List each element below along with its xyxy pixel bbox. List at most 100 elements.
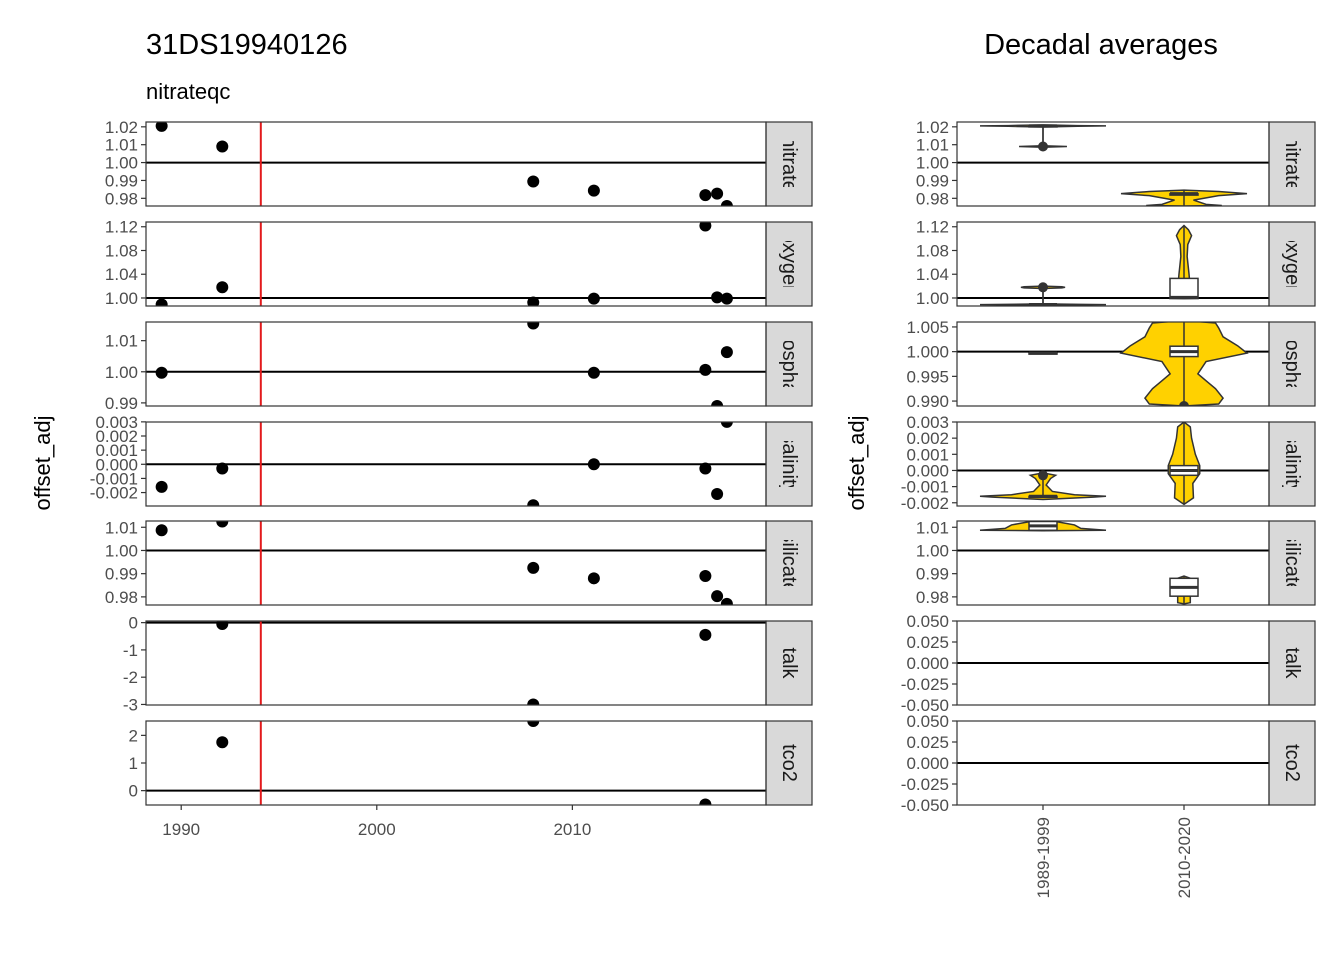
violin-group-2010-2020 xyxy=(1119,322,1249,406)
facet-strip-label-talk: talk xyxy=(1281,647,1303,679)
facet-strip-silicate xyxy=(1268,520,1316,606)
panel-border xyxy=(956,520,1270,606)
data-point xyxy=(216,281,229,294)
data-point xyxy=(587,366,600,379)
y-tick-label-oxygen: 1.04 xyxy=(916,265,949,284)
y-tick-label-tco2: 0 xyxy=(129,782,138,801)
facet-strip-label-nitrate: nitrate xyxy=(778,136,800,192)
right-title: Decadal averages xyxy=(984,29,1218,61)
scatter-facets: 0.980.991.001.011.02nitrate1.001.041.081… xyxy=(90,118,813,839)
y-tick-label-nitrate: 1.00 xyxy=(916,154,949,173)
y-tick-label-talk: 0.025 xyxy=(906,633,949,652)
violin-group-2010-2020 xyxy=(1169,575,1199,605)
facet-strip-label-nitrate: nitrate xyxy=(1281,136,1303,192)
y-tick-label-silicate: 0.98 xyxy=(916,588,949,607)
x-tick-label: 1990 xyxy=(162,820,200,839)
right-y-axis-title: offset_adj xyxy=(844,415,869,510)
data-point xyxy=(699,363,712,376)
panel-plot-area xyxy=(957,124,1269,206)
y-tick-label-silicate: 1.01 xyxy=(105,518,138,537)
data-point xyxy=(720,597,733,605)
data-point xyxy=(216,462,229,475)
y-tick-label-salinity: 0.003 xyxy=(906,413,949,432)
facet-strip-label-phosphate: phosphate xyxy=(778,317,800,410)
violin-group-2010-2020 xyxy=(1167,422,1201,506)
y-tick-label-oxygen: 1.08 xyxy=(105,241,138,260)
y-tick-label-oxygen: 1.00 xyxy=(916,289,949,308)
y-tick-label-nitrate: 0.98 xyxy=(105,189,138,208)
y-tick-label-phosphate: 1.00 xyxy=(105,363,138,382)
facet-strip-salinity xyxy=(765,421,813,507)
left-title: 31DS19940126 xyxy=(146,29,348,61)
panel-plot-area xyxy=(957,322,1269,406)
y-tick-label-salinity: -0.001 xyxy=(901,478,949,497)
facet-strip-salinity xyxy=(1268,421,1316,507)
y-tick-label-oxygen: 1.12 xyxy=(105,218,138,237)
data-point xyxy=(711,590,724,603)
box-outlier xyxy=(1179,401,1189,406)
scatter-facet-nitrate: 0.980.991.001.011.02 nitrate xyxy=(105,118,813,208)
y-tick-label-nitrate: 1.02 xyxy=(105,118,138,137)
scatter-facet-tco2: 0 1 2 tco2 xyxy=(129,720,813,806)
panel-plot-area xyxy=(146,422,766,506)
y-tick-label-tco2: 0.000 xyxy=(906,754,949,773)
data-point xyxy=(216,521,229,528)
y-tick-label-tco2: -0.050 xyxy=(901,796,949,815)
facet-strip-tco2 xyxy=(765,720,813,806)
violin-group-1989-1999 xyxy=(979,282,1107,306)
y-tick-label-talk: -3 xyxy=(123,695,138,714)
y-tick-label-salinity: -0.002 xyxy=(901,494,949,513)
violin-facets: 0.980.991.001.011.02nitrate1.001.041.081… xyxy=(901,118,1316,898)
data-point xyxy=(527,322,540,330)
panel-plot-area xyxy=(146,521,766,605)
facet-strip-oxygen xyxy=(1268,221,1316,307)
y-tick-label-talk: 0.000 xyxy=(906,654,949,673)
panel-border xyxy=(956,720,1270,806)
data-point xyxy=(527,499,540,506)
violin-group-1989-1999 xyxy=(979,470,1107,501)
data-point xyxy=(720,292,733,305)
scatter-facet-talk: -3 -2 -1 0 talk xyxy=(123,614,813,714)
y-tick-label-nitrate: 0.98 xyxy=(916,189,949,208)
panel-border xyxy=(956,620,1270,706)
data-point xyxy=(216,736,229,749)
data-point xyxy=(711,487,724,500)
data-point xyxy=(587,184,600,197)
y-tick-label-silicate: 1.01 xyxy=(916,518,949,537)
y-tick-label-nitrate: 1.01 xyxy=(105,136,138,155)
box-body xyxy=(1169,277,1199,300)
facet-strip-talk xyxy=(765,620,813,706)
panel-border xyxy=(145,720,767,806)
panel-plot-area xyxy=(146,621,766,705)
violin-group-2010-2020 xyxy=(1169,224,1199,300)
y-tick-label-tco2: -0.025 xyxy=(901,775,949,794)
y-tick-label-salinity: 0.001 xyxy=(906,445,949,464)
y-tick-label-nitrate: 1.01 xyxy=(916,136,949,155)
data-point xyxy=(155,366,168,379)
y-tick-label-oxygen: 1.04 xyxy=(105,265,138,284)
panel-border xyxy=(145,321,767,407)
data-point xyxy=(699,569,712,582)
facet-strip-label-oxygen: oxygen xyxy=(1281,232,1303,297)
y-tick-label-oxygen: 1.12 xyxy=(916,218,949,237)
facet-strip-label-silicate: silicate xyxy=(1281,532,1303,593)
y-tick-label-salinity: 0.000 xyxy=(95,455,138,474)
panel-plot-area xyxy=(146,721,766,805)
data-point xyxy=(587,458,600,471)
violin-facet-silicate: 0.98 0.99 1.00 1.01 silicate xyxy=(916,518,1316,607)
y-tick-label-nitrate: 1.02 xyxy=(916,118,949,137)
data-point xyxy=(711,291,724,304)
panel-plot-area xyxy=(146,322,766,406)
y-tick-label-tco2: 1 xyxy=(129,754,138,773)
facet-strip-phosphate xyxy=(1268,321,1316,407)
y-tick-label-silicate: 1.00 xyxy=(105,541,138,560)
panel-border xyxy=(145,221,767,307)
panel-border xyxy=(956,221,1270,307)
data-point xyxy=(216,621,229,630)
y-tick-label-oxygen: 1.00 xyxy=(105,289,138,308)
y-tick-label-phosphate: 1.01 xyxy=(105,332,138,351)
data-point xyxy=(587,292,600,305)
facet-strip-label-phosphate: phosphate xyxy=(1281,317,1303,410)
